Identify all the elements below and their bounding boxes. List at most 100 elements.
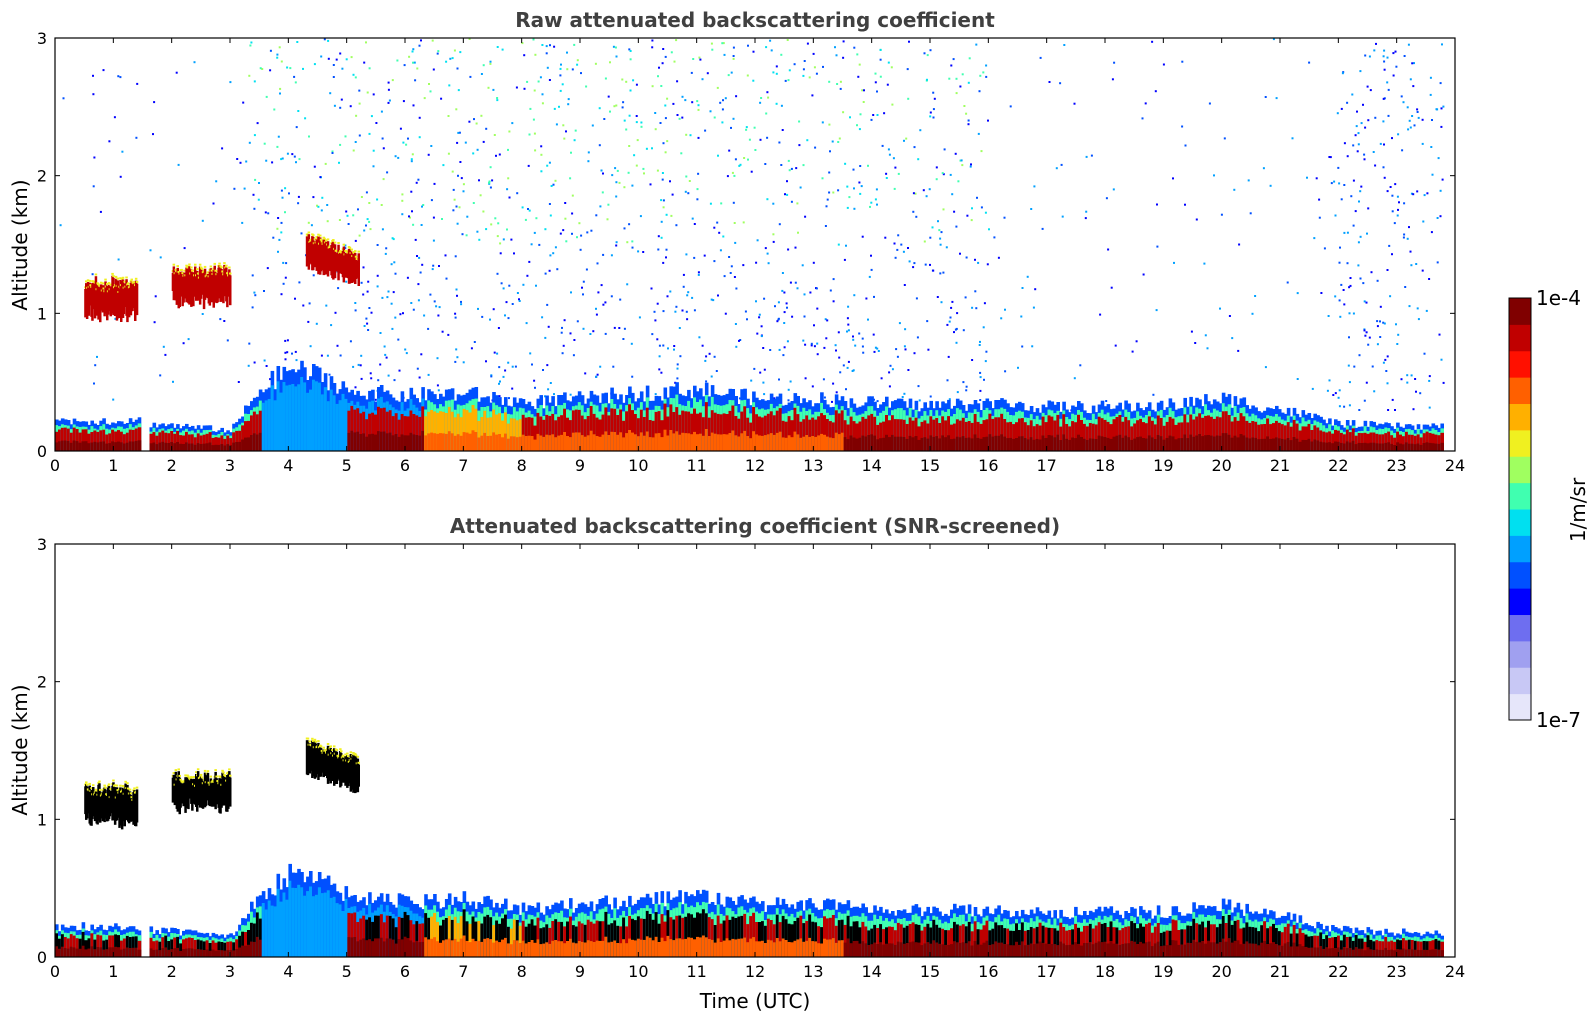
bl-base: [958, 437, 963, 451]
noise-pixel: [511, 303, 514, 305]
noise-pixel: [837, 141, 840, 143]
noise-pixel: [295, 359, 298, 362]
noise-pixel: [783, 311, 786, 314]
bl-core: [506, 423, 511, 451]
bl-base: [784, 940, 789, 957]
noise-pixel: [778, 141, 781, 144]
bl-core: [193, 940, 198, 957]
bl-base: [704, 429, 709, 451]
noise-pixel: [828, 171, 831, 174]
noise-pixel: [473, 118, 475, 121]
noise-pixel: [1184, 144, 1187, 147]
bl-core: [459, 916, 464, 957]
bl-base: [784, 437, 789, 451]
noise-pixel: [666, 140, 669, 143]
noise-pixel: [912, 192, 915, 195]
noise-pixel: [366, 218, 369, 221]
bl-core: [746, 924, 750, 957]
bl-base: [238, 947, 242, 957]
noise-pixel: [352, 365, 355, 368]
y-tick-label: 3: [37, 29, 47, 48]
noise-pixel: [402, 100, 405, 103]
noise-pixel: [666, 97, 669, 100]
noise-pixel: [460, 300, 462, 303]
noise-pixel: [284, 358, 287, 361]
noise-pixel: [346, 214, 349, 217]
noise-pixel: [611, 174, 614, 177]
noise-pixel: [821, 121, 824, 124]
noise-pixel: [783, 322, 786, 324]
cloud-edge: [199, 266, 203, 269]
bl-base: [758, 941, 762, 957]
noise-pixel: [1099, 313, 1102, 316]
bl-core: [170, 431, 174, 451]
bl-base: [1112, 436, 1117, 451]
bl-base: [704, 937, 709, 957]
noise-pixel: [1085, 155, 1088, 158]
bl-core: [1260, 424, 1264, 451]
bl-base: [462, 432, 467, 451]
bl-base: [625, 943, 629, 957]
cloud-edge: [127, 286, 131, 289]
noise-pixel: [858, 128, 861, 131]
noise-pixel: [584, 372, 587, 375]
noise-pixel: [811, 94, 814, 97]
noise-pixel: [499, 242, 502, 245]
cloud-edge: [223, 262, 226, 265]
noise-pixel: [870, 268, 873, 271]
bl-base: [235, 949, 239, 957]
noise-pixel: [397, 338, 400, 341]
cloud-edge: [121, 276, 125, 279]
bl-core: [781, 915, 786, 957]
noise-pixel: [241, 221, 244, 224]
bl-core: [1348, 432, 1353, 451]
bl-base: [1003, 436, 1007, 451]
noise-pixel: [286, 152, 289, 155]
bl-core: [1387, 431, 1391, 451]
bl-base: [69, 946, 74, 957]
bl-base: [1402, 444, 1406, 451]
bl-core: [96, 934, 100, 957]
noise-pixel: [1415, 390, 1417, 393]
noise-pixel: [1291, 137, 1294, 140]
bl-base: [699, 433, 703, 451]
noise-pixel: [684, 190, 687, 193]
bl-base: [569, 938, 573, 957]
noise-pixel: [967, 123, 970, 126]
noise-pixel: [1343, 184, 1346, 186]
noise-pixel: [492, 88, 495, 91]
noise-pixel: [713, 355, 716, 358]
noise-pixel: [928, 188, 931, 191]
noise-pixel: [258, 182, 260, 184]
noise-pixel: [675, 39, 678, 42]
noise-pixel: [354, 309, 357, 312]
bl-core: [580, 923, 585, 957]
bl-core: [1085, 426, 1090, 451]
bl-base: [365, 436, 369, 451]
noise-pixel: [392, 238, 395, 241]
noise-pixel: [762, 347, 765, 349]
bl-core: [161, 937, 165, 957]
noise-pixel: [1440, 107, 1443, 110]
bl-core: [1245, 420, 1249, 451]
noise-pixel: [987, 119, 989, 122]
cloud-edge: [342, 243, 346, 246]
noise-pixel: [485, 127, 488, 130]
bl-base: [1440, 442, 1444, 451]
bl-core: [167, 941, 171, 957]
noise-pixel: [758, 316, 761, 319]
noise-pixel: [954, 152, 957, 155]
noise-pixel: [1439, 189, 1442, 192]
noise-pixel: [629, 58, 632, 61]
noise-pixel: [1328, 379, 1331, 382]
bl-core: [1080, 420, 1084, 451]
noise-pixel: [326, 354, 329, 357]
bl-base: [817, 943, 821, 957]
noise-pixel: [952, 58, 955, 61]
noise-pixel: [939, 243, 942, 246]
bl-base: [710, 432, 715, 451]
noise-pixel: [135, 136, 138, 139]
bl-core: [622, 420, 626, 451]
bl-core: [988, 413, 992, 451]
bl-core: [1266, 418, 1270, 451]
